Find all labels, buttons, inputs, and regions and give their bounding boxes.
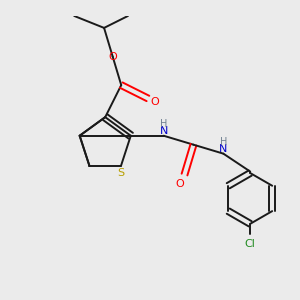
Text: O: O — [150, 97, 159, 107]
Text: O: O — [176, 178, 184, 188]
Text: N: N — [219, 144, 227, 154]
Text: H: H — [220, 137, 227, 147]
Text: O: O — [108, 52, 117, 61]
Text: N: N — [159, 126, 168, 136]
Text: S: S — [117, 168, 124, 178]
Text: Cl: Cl — [245, 239, 256, 249]
Text: H: H — [160, 119, 167, 129]
